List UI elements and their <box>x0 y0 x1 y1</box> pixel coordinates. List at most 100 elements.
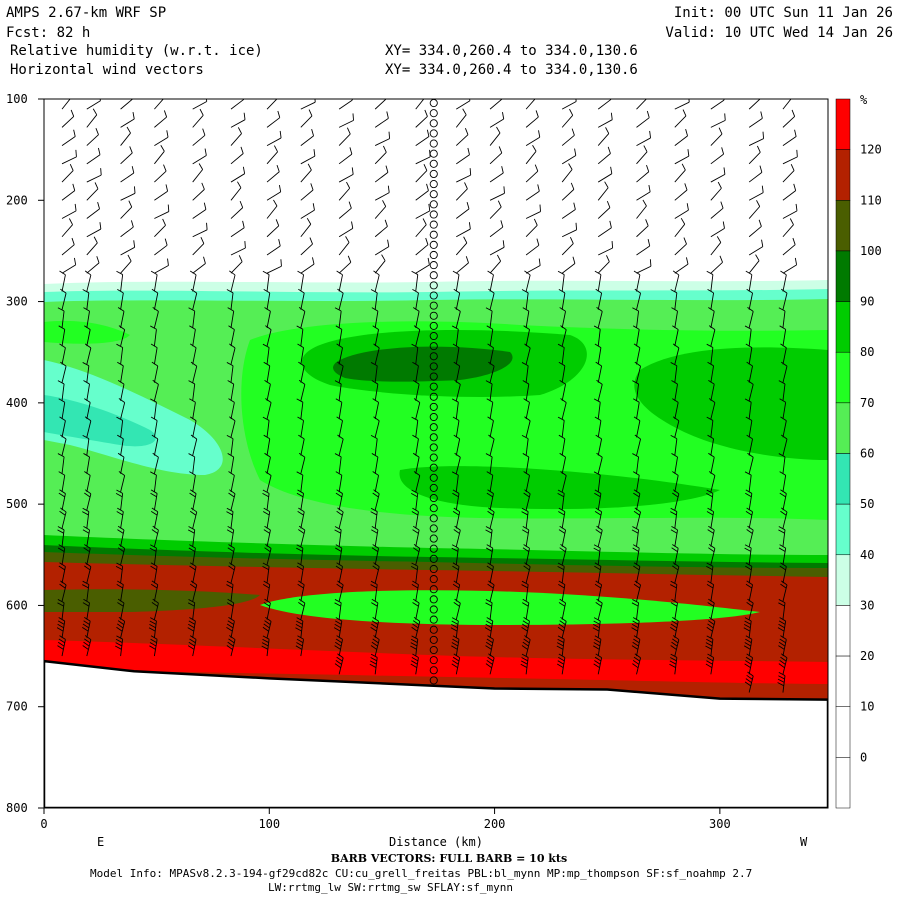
wind-barb <box>86 201 100 219</box>
wind-barb <box>557 489 565 511</box>
wind-barb <box>192 108 204 128</box>
wind-barb <box>192 148 207 165</box>
calm-wind-marker <box>429 362 438 371</box>
colorbar-unit: % <box>860 93 868 107</box>
wind-barb <box>59 270 66 292</box>
wind-barb <box>525 164 539 183</box>
wind-barb <box>450 617 459 638</box>
wind-barb <box>486 398 494 420</box>
rh-fill-layer <box>44 280 828 700</box>
wind-barb <box>189 562 197 584</box>
wind-barb <box>412 598 420 620</box>
wind-barb <box>415 129 430 146</box>
wind-barb <box>374 185 390 201</box>
wind-barb <box>86 147 101 165</box>
wind-barb <box>61 164 74 183</box>
wind-barb <box>453 598 461 620</box>
wind-barb <box>781 434 788 456</box>
wind-barb <box>151 434 159 456</box>
wind-barb <box>336 580 344 602</box>
wind-barb <box>634 434 641 456</box>
wind-barb <box>263 598 271 620</box>
wind-barb <box>489 186 505 201</box>
wind-barb <box>371 307 379 328</box>
wind-barb <box>451 398 459 420</box>
wind-barb <box>83 307 90 328</box>
wind-barb <box>453 525 461 547</box>
wind-barb <box>561 108 574 128</box>
wind-barb <box>334 635 343 657</box>
wind-barb <box>780 343 787 365</box>
wind-barb <box>778 599 786 620</box>
wind-barb <box>262 343 270 365</box>
wind-barb <box>595 288 603 310</box>
wind-barb <box>592 617 601 638</box>
wind-barb <box>150 489 158 511</box>
wind-barb <box>597 200 611 219</box>
calm-wind-marker <box>429 240 438 249</box>
calm-wind-marker <box>429 676 438 685</box>
wind-barb <box>188 307 196 328</box>
wind-barb <box>115 635 124 657</box>
wind-barb <box>597 146 611 165</box>
wind-barb <box>154 258 169 274</box>
wind-barb <box>86 256 100 274</box>
wind-barb <box>189 398 196 420</box>
wind-barb <box>410 562 419 584</box>
y-tick-label: 600 <box>6 598 28 612</box>
calm-wind-marker <box>429 180 438 189</box>
wind-barb <box>746 525 754 547</box>
wind-barb <box>454 452 461 474</box>
wind-barb <box>228 325 235 347</box>
wind-barb <box>373 416 380 438</box>
wind-barb <box>189 325 196 347</box>
wind-barb <box>57 599 65 620</box>
wind-barb <box>779 489 787 511</box>
colorbar-label: 30 <box>860 598 874 612</box>
wind-barb <box>338 255 352 274</box>
wind-barb <box>525 145 537 165</box>
wind-barb <box>523 562 531 584</box>
wind-barb <box>706 507 715 529</box>
wind-barb <box>266 164 280 183</box>
wind-barb <box>674 203 689 219</box>
wind-barb <box>57 380 65 401</box>
wind-barb <box>670 598 678 620</box>
wind-barb <box>748 165 763 183</box>
wind-barb <box>521 362 529 383</box>
colorbar-label: 90 <box>860 295 874 309</box>
rh-region-80-90-b <box>634 347 828 460</box>
wind-barb <box>154 204 170 219</box>
wind-barb <box>149 635 158 657</box>
wind-barb <box>705 635 714 657</box>
colorbar-bin <box>835 149 851 201</box>
wind-barb <box>154 145 165 165</box>
wind-barb <box>410 489 419 511</box>
wind-barb <box>83 380 90 401</box>
wind-barb <box>674 149 690 165</box>
wind-barb <box>263 361 271 383</box>
wind-barb <box>636 99 647 110</box>
wind-barb <box>745 580 753 602</box>
wind-barb <box>116 507 124 529</box>
wind-barb <box>266 110 281 128</box>
wind-barb <box>84 471 91 493</box>
wind-barb <box>300 109 313 128</box>
wind-barb <box>56 617 66 638</box>
wind-barb <box>298 307 306 329</box>
wind-barb <box>413 398 421 420</box>
wind-barb <box>297 580 305 602</box>
wind-barb <box>372 398 380 420</box>
wind-barb <box>455 256 469 274</box>
wind-barb <box>227 307 235 328</box>
wind-barb <box>521 635 531 657</box>
wind-barb <box>594 489 602 511</box>
wind-barb <box>636 145 648 165</box>
wind-barb <box>557 343 565 365</box>
wind-barb <box>778 526 786 547</box>
wind-barb <box>264 307 271 328</box>
wind-barb <box>522 598 530 620</box>
wind-barb <box>261 635 270 657</box>
wind-barb <box>189 580 198 602</box>
y-axis: 100 200 300 400 500 600 700 800 <box>6 92 44 815</box>
